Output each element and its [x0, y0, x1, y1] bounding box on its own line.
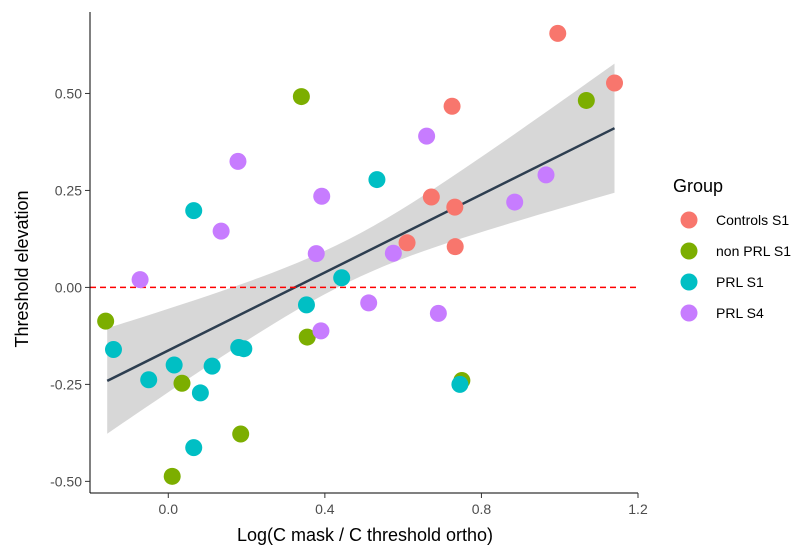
data-point	[212, 222, 230, 240]
data-point	[312, 322, 330, 340]
data-point	[297, 296, 315, 314]
legend-key	[680, 273, 698, 291]
data-point	[429, 304, 447, 322]
data-point	[418, 127, 436, 145]
data-point	[549, 24, 567, 42]
data-point	[506, 193, 524, 211]
regression-line	[106, 127, 616, 383]
data-point	[384, 244, 402, 262]
legend-label: PRL S4	[716, 305, 764, 321]
data-point	[185, 202, 203, 220]
legend-label: Controls S1	[716, 212, 789, 228]
data-point	[104, 340, 122, 358]
y-tick-label: -0.25	[50, 376, 82, 392]
series-controls-s1	[398, 24, 624, 256]
data-point	[229, 152, 247, 170]
legend: Group Controls S1 non PRL S1 PRL S1 PRL S4	[673, 176, 791, 322]
legend-key	[680, 304, 698, 322]
data-point	[422, 188, 440, 206]
x-tick-label: 0.8	[472, 501, 492, 517]
y-tick-label: 0.50	[55, 85, 82, 101]
data-point	[97, 312, 115, 330]
data-point	[398, 234, 416, 252]
data-point	[163, 467, 181, 485]
data-point	[360, 294, 378, 312]
data-point	[451, 375, 469, 393]
x-tick-label: 0.4	[315, 501, 335, 517]
x-axis-title: Log(C mask / C threshold ortho)	[237, 525, 493, 545]
data-point	[368, 171, 386, 189]
data-point	[140, 371, 158, 389]
data-point	[232, 425, 250, 443]
data-point	[307, 245, 325, 263]
data-point	[131, 271, 149, 289]
y-axis-title: Threshold elevation	[12, 190, 32, 347]
data-point	[606, 74, 624, 92]
data-point	[577, 91, 595, 109]
data-point	[173, 374, 191, 392]
legend-key	[680, 242, 698, 260]
y-tick-label: -0.50	[50, 473, 82, 489]
legend-label: PRL S1	[716, 274, 764, 290]
data-point	[537, 166, 555, 184]
data-point	[292, 88, 310, 106]
data-point	[298, 328, 316, 346]
x-tick-label: 0.0	[159, 501, 179, 517]
data-point	[165, 356, 183, 374]
data-point	[446, 198, 464, 216]
legend-title: Group	[673, 176, 723, 196]
data-point	[333, 269, 351, 287]
series-prl-s1	[104, 171, 469, 457]
data-point	[446, 238, 464, 256]
legend-key	[680, 211, 698, 229]
legend-label: non PRL S1	[716, 243, 791, 259]
y-axis: -0.50 -0.25 0.00 0.25 0.50	[50, 12, 91, 493]
x-tick-label: 1.2	[628, 501, 648, 517]
data-point	[443, 97, 461, 115]
plot-area	[90, 24, 638, 485]
data-point	[313, 187, 331, 205]
data-point	[185, 439, 203, 457]
series-prl-s4	[131, 127, 555, 340]
data-point	[191, 384, 209, 402]
data-point	[235, 340, 253, 358]
y-tick-label: 0.25	[55, 182, 82, 198]
x-axis: 0.0 0.4 0.8 1.2	[90, 492, 648, 517]
y-tick-label: 0.00	[55, 279, 82, 295]
data-point	[203, 357, 221, 375]
